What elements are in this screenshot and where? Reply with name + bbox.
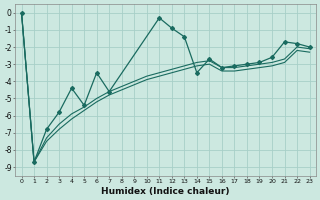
- X-axis label: Humidex (Indice chaleur): Humidex (Indice chaleur): [101, 187, 230, 196]
